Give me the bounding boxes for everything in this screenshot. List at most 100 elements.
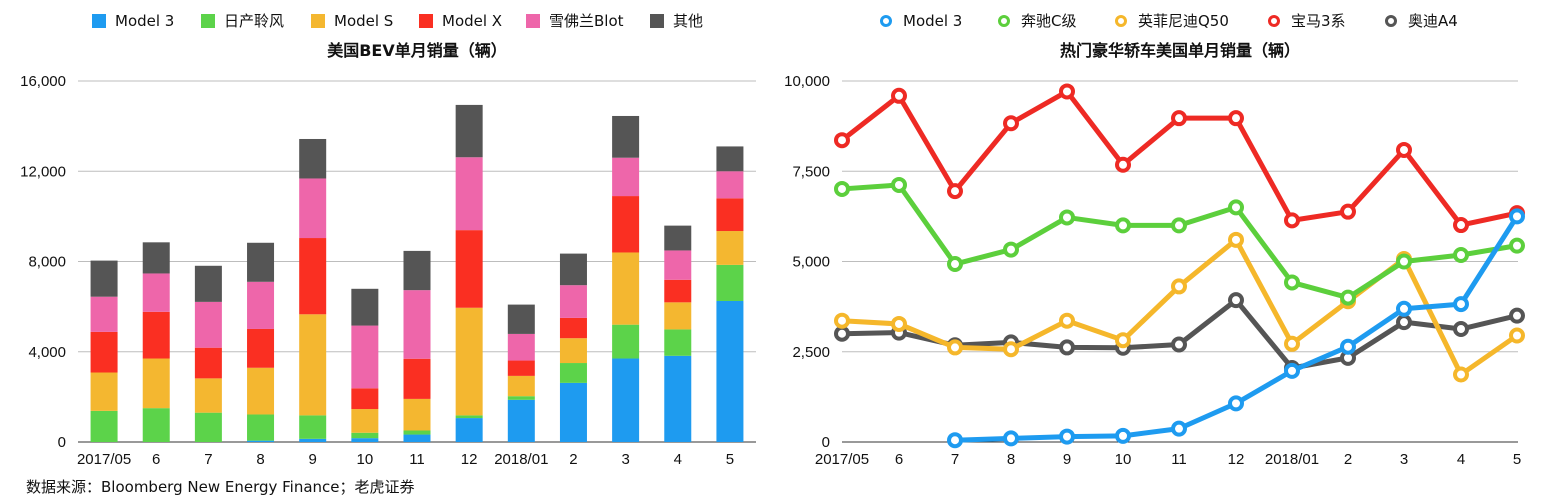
bar-segment: [664, 329, 692, 356]
line-legend-label: Model 3: [903, 12, 962, 30]
bar-segment: [559, 317, 587, 339]
bar-legend-label: 日产聆风: [224, 12, 284, 30]
line-legend-marker: [1385, 15, 1397, 27]
bar-segment: [194, 347, 222, 379]
line-y-tick-label: 7,500: [792, 163, 830, 180]
bar-chart-title: 美国BEV单月销量（辆）: [327, 41, 507, 60]
line-x-tick-label: 2017/05: [815, 451, 869, 468]
bar-segment: [403, 398, 431, 431]
line-point: [1115, 217, 1131, 234]
bar-legend-swatch: [311, 14, 325, 28]
bar-segment: [612, 115, 640, 158]
bar-x-tick-label: 4: [674, 451, 682, 468]
bar-segment: [507, 304, 535, 334]
line-point: [1059, 339, 1075, 356]
bar-x-tick-label: 7: [204, 451, 212, 468]
bar-x-tick-label: 2017/05: [77, 451, 131, 468]
line-y-tick-label: 0: [822, 434, 830, 451]
line-point: [1453, 217, 1469, 234]
bar-segment: [247, 440, 275, 442]
bev-stacked-bar-chart: Model 3 日产聆风 Model S Model X 雪佛兰Blot 其他美国BEV单…: [20, 12, 756, 468]
line-point: [1396, 300, 1412, 317]
bar-segment: [612, 324, 640, 359]
bar-segment: [716, 146, 744, 172]
bar-segment: [194, 301, 222, 348]
bar-segment: [612, 252, 640, 325]
bar-segment: [716, 231, 744, 265]
bar-segment: [612, 157, 640, 197]
line-point: [1171, 336, 1187, 353]
line-point: [891, 87, 907, 104]
bar-segment: [90, 372, 118, 411]
bar-segment: [559, 338, 587, 364]
bar-y-tick-label: 12,000: [20, 163, 66, 180]
bar-y-tick-label: 8,000: [28, 254, 66, 271]
bar-segment: [90, 296, 118, 332]
bar-segment: [299, 438, 327, 442]
bar-segment: [299, 178, 327, 239]
bar-segment: [142, 242, 170, 274]
line-x-tick-label: 3: [1400, 451, 1408, 468]
bar-segment: [403, 250, 431, 291]
bar-segment: [664, 302, 692, 330]
bar-segment: [403, 434, 431, 442]
line-legend-label: 英菲尼迪Q50: [1138, 12, 1229, 30]
line-point: [1171, 278, 1187, 295]
bar-segment: [559, 382, 587, 442]
bar-x-tick-label: 3: [621, 451, 629, 468]
bar-x-tick-label: 2018/01: [494, 451, 548, 468]
bar-segment: [351, 432, 379, 439]
line-legend-label: 宝马3系: [1291, 12, 1346, 30]
line-legend-marker: [998, 15, 1010, 27]
line-point: [1059, 209, 1075, 226]
bar-segment: [612, 358, 640, 442]
bar-segment: [664, 225, 692, 251]
line-x-tick-label: 10: [1115, 451, 1132, 468]
bar-x-tick-label: 6: [152, 451, 160, 468]
bar-segment: [247, 242, 275, 282]
luxury-sedan-line-chart: Model 3 奔驰C级 英菲尼迪Q50 宝马3系 奥迪A4 热门豪华轿车美国单月销量（辆…: [784, 12, 1525, 468]
line-y-tick-label: 5,000: [792, 254, 830, 271]
bar-segment: [455, 418, 483, 442]
bar-x-tick-label: 11: [409, 451, 425, 468]
bar-segment: [559, 253, 587, 286]
bar-segment: [403, 430, 431, 435]
line-point: [1171, 110, 1187, 127]
bar-segment: [403, 290, 431, 359]
bar-segment: [664, 250, 692, 280]
line-point: [1171, 420, 1187, 437]
line-point: [1228, 110, 1244, 127]
bar-segment: [194, 265, 222, 302]
line-point: [1453, 321, 1469, 338]
line-legend-label: 奔驰C级: [1021, 12, 1076, 30]
line-x-tick-label: 8: [1007, 451, 1015, 468]
line-point: [1509, 307, 1525, 324]
line-point: [1003, 115, 1019, 132]
bar-legend-label: 雪佛兰Blot: [549, 12, 624, 30]
bar-segment: [247, 328, 275, 368]
bar-segment: [559, 363, 587, 383]
line-legend-label: 奥迪A4: [1408, 12, 1458, 30]
bar-segment: [90, 410, 118, 442]
bar-segment: [299, 314, 327, 416]
bar-segment: [507, 375, 535, 397]
line-x-tick-label: 2018/01: [1265, 451, 1319, 468]
bar-segment: [142, 408, 170, 442]
line-point: [1453, 296, 1469, 313]
bar-segment: [351, 325, 379, 389]
bar-segment: [455, 307, 483, 416]
bar-segment: [351, 438, 379, 442]
bar-segment: [455, 415, 483, 419]
line-point: [1509, 237, 1525, 254]
line-point: [1284, 212, 1300, 229]
line-point: [891, 315, 907, 332]
line-point: [1340, 289, 1356, 306]
bar-segment: [194, 412, 222, 442]
bar-y-tick-label: 16,000: [20, 73, 66, 90]
line-point: [1453, 366, 1469, 383]
line-point: [1396, 253, 1412, 270]
line-point: [1284, 362, 1300, 379]
bar-segment: [716, 198, 744, 232]
line-point: [1509, 208, 1525, 225]
bar-y-tick-label: 0: [58, 434, 66, 451]
